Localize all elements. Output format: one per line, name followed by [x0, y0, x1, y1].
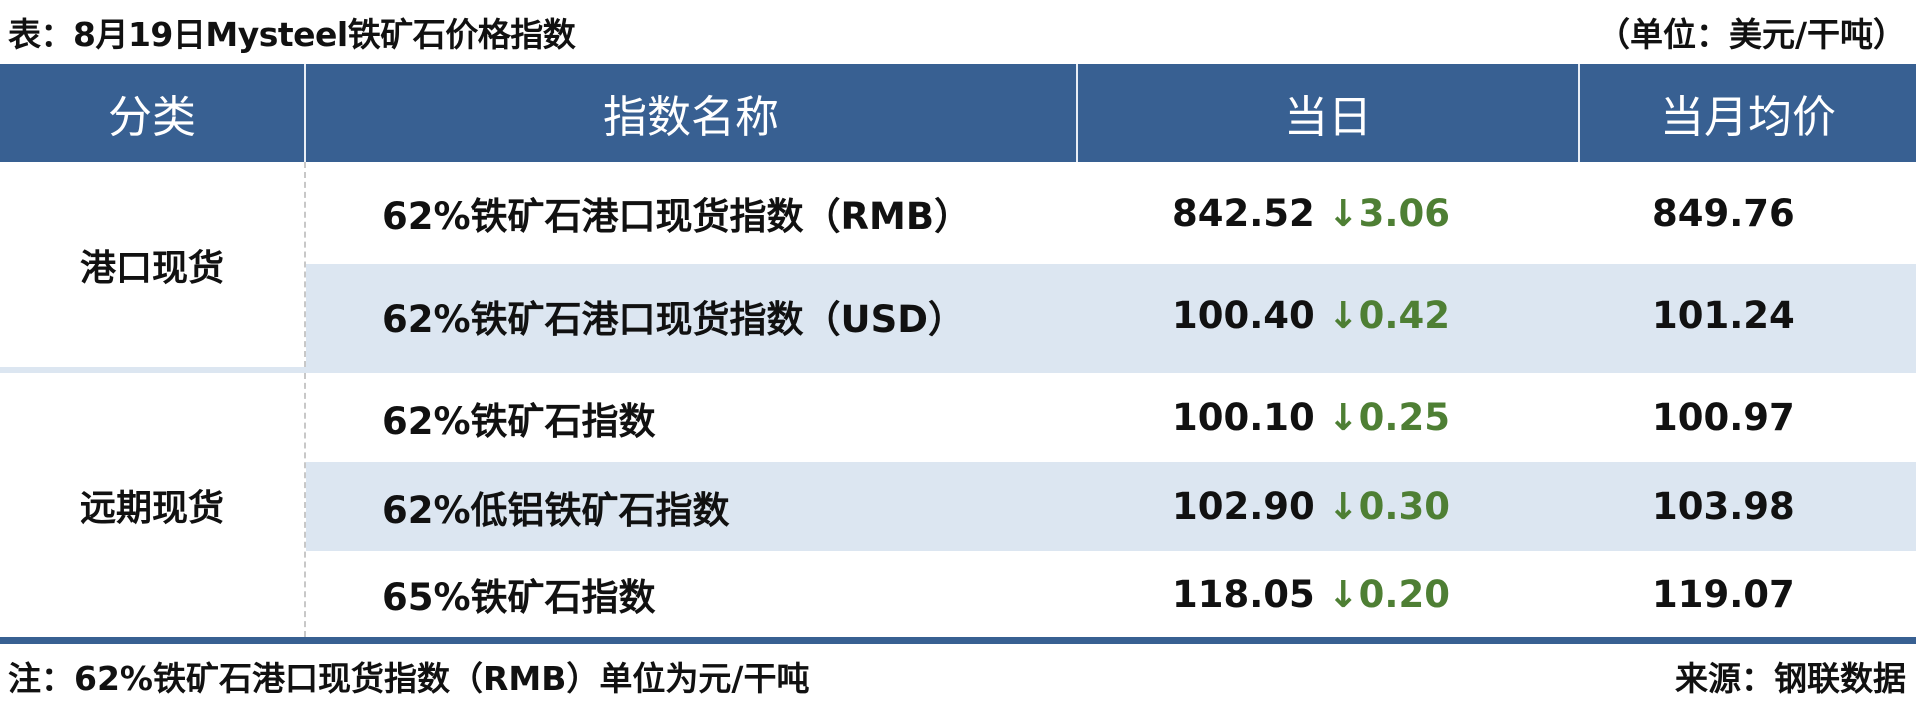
today-value: 100.40: [1172, 294, 1315, 337]
header-category: 分类: [0, 64, 306, 162]
header-month-avg: 当月均价: [1660, 92, 1836, 143]
month-avg-value: 100.97: [1652, 396, 1795, 439]
month-avg-value: 101.24: [1652, 294, 1795, 337]
source-label: 来源：钢联数据: [1675, 659, 1906, 698]
table-row: 65%铁矿石指数 118.05 ↓0.20 119.07: [306, 551, 1916, 637]
month-avg-value: 119.07: [1652, 572, 1795, 616]
table-row: 62%铁矿石港口现货指数（RMB） 842.52 ↓3.06 849.76: [306, 162, 1916, 264]
index-name: 62%铁矿石港口现货指数（USD）: [382, 297, 965, 341]
group-forward-spot: 远期现货 62%铁矿石指数 100.10 ↓0.25 100.97 62%低铝铁…: [0, 373, 1916, 637]
month-avg-value: 103.98: [1652, 485, 1795, 528]
table-row: 62%铁矿石港口现货指数（USD） 100.40 ↓0.42 101.24: [306, 264, 1916, 367]
index-name: 65%铁矿石指数: [382, 576, 656, 619]
today-value: 102.90: [1172, 485, 1315, 528]
month-avg-value: 849.76: [1652, 191, 1795, 235]
today-value: 100.10: [1172, 396, 1315, 439]
change-value: ↓0.30: [1327, 485, 1450, 528]
category-cell: 港口现货: [0, 162, 306, 367]
table-row: 62%铁矿石指数 100.10 ↓0.25 100.97: [306, 373, 1916, 462]
table-header: 分类 指数名称 当日 当月均价: [0, 64, 1916, 162]
change-value: ↓0.20: [1327, 572, 1450, 616]
today-value: 842.52: [1172, 191, 1315, 235]
header-today: 当日: [1078, 64, 1580, 162]
today-value: 118.05: [1172, 572, 1315, 616]
group-port-spot: 港口现货 62%铁矿石港口现货指数（RMB） 842.52 ↓3.06 849.…: [0, 162, 1916, 367]
change-value: ↓0.25: [1327, 396, 1450, 439]
change-value: ↓3.06: [1327, 191, 1450, 235]
index-name: 62%铁矿石指数: [382, 399, 656, 443]
index-name: 62%低铝铁矿石指数: [382, 488, 730, 532]
group-divider: [0, 367, 1916, 373]
table-row: 62%低铝铁矿石指数 102.90 ↓0.30 103.98: [306, 462, 1916, 551]
change-value: ↓0.42: [1327, 294, 1450, 337]
unit-label: （单位：美元/干吨）: [1596, 15, 1906, 54]
footnote: 注：62%铁矿石港口现货指数（RMB）单位为元/干吨: [8, 659, 810, 698]
table-title: 表：8月19日Mysteel铁矿石价格指数: [8, 15, 576, 54]
header-index-name: 指数名称: [306, 64, 1078, 162]
category-cell: 远期现货: [0, 373, 306, 637]
table-bottom-border: [0, 637, 1916, 644]
index-name: 62%铁矿石港口现货指数（RMB）: [382, 195, 972, 238]
